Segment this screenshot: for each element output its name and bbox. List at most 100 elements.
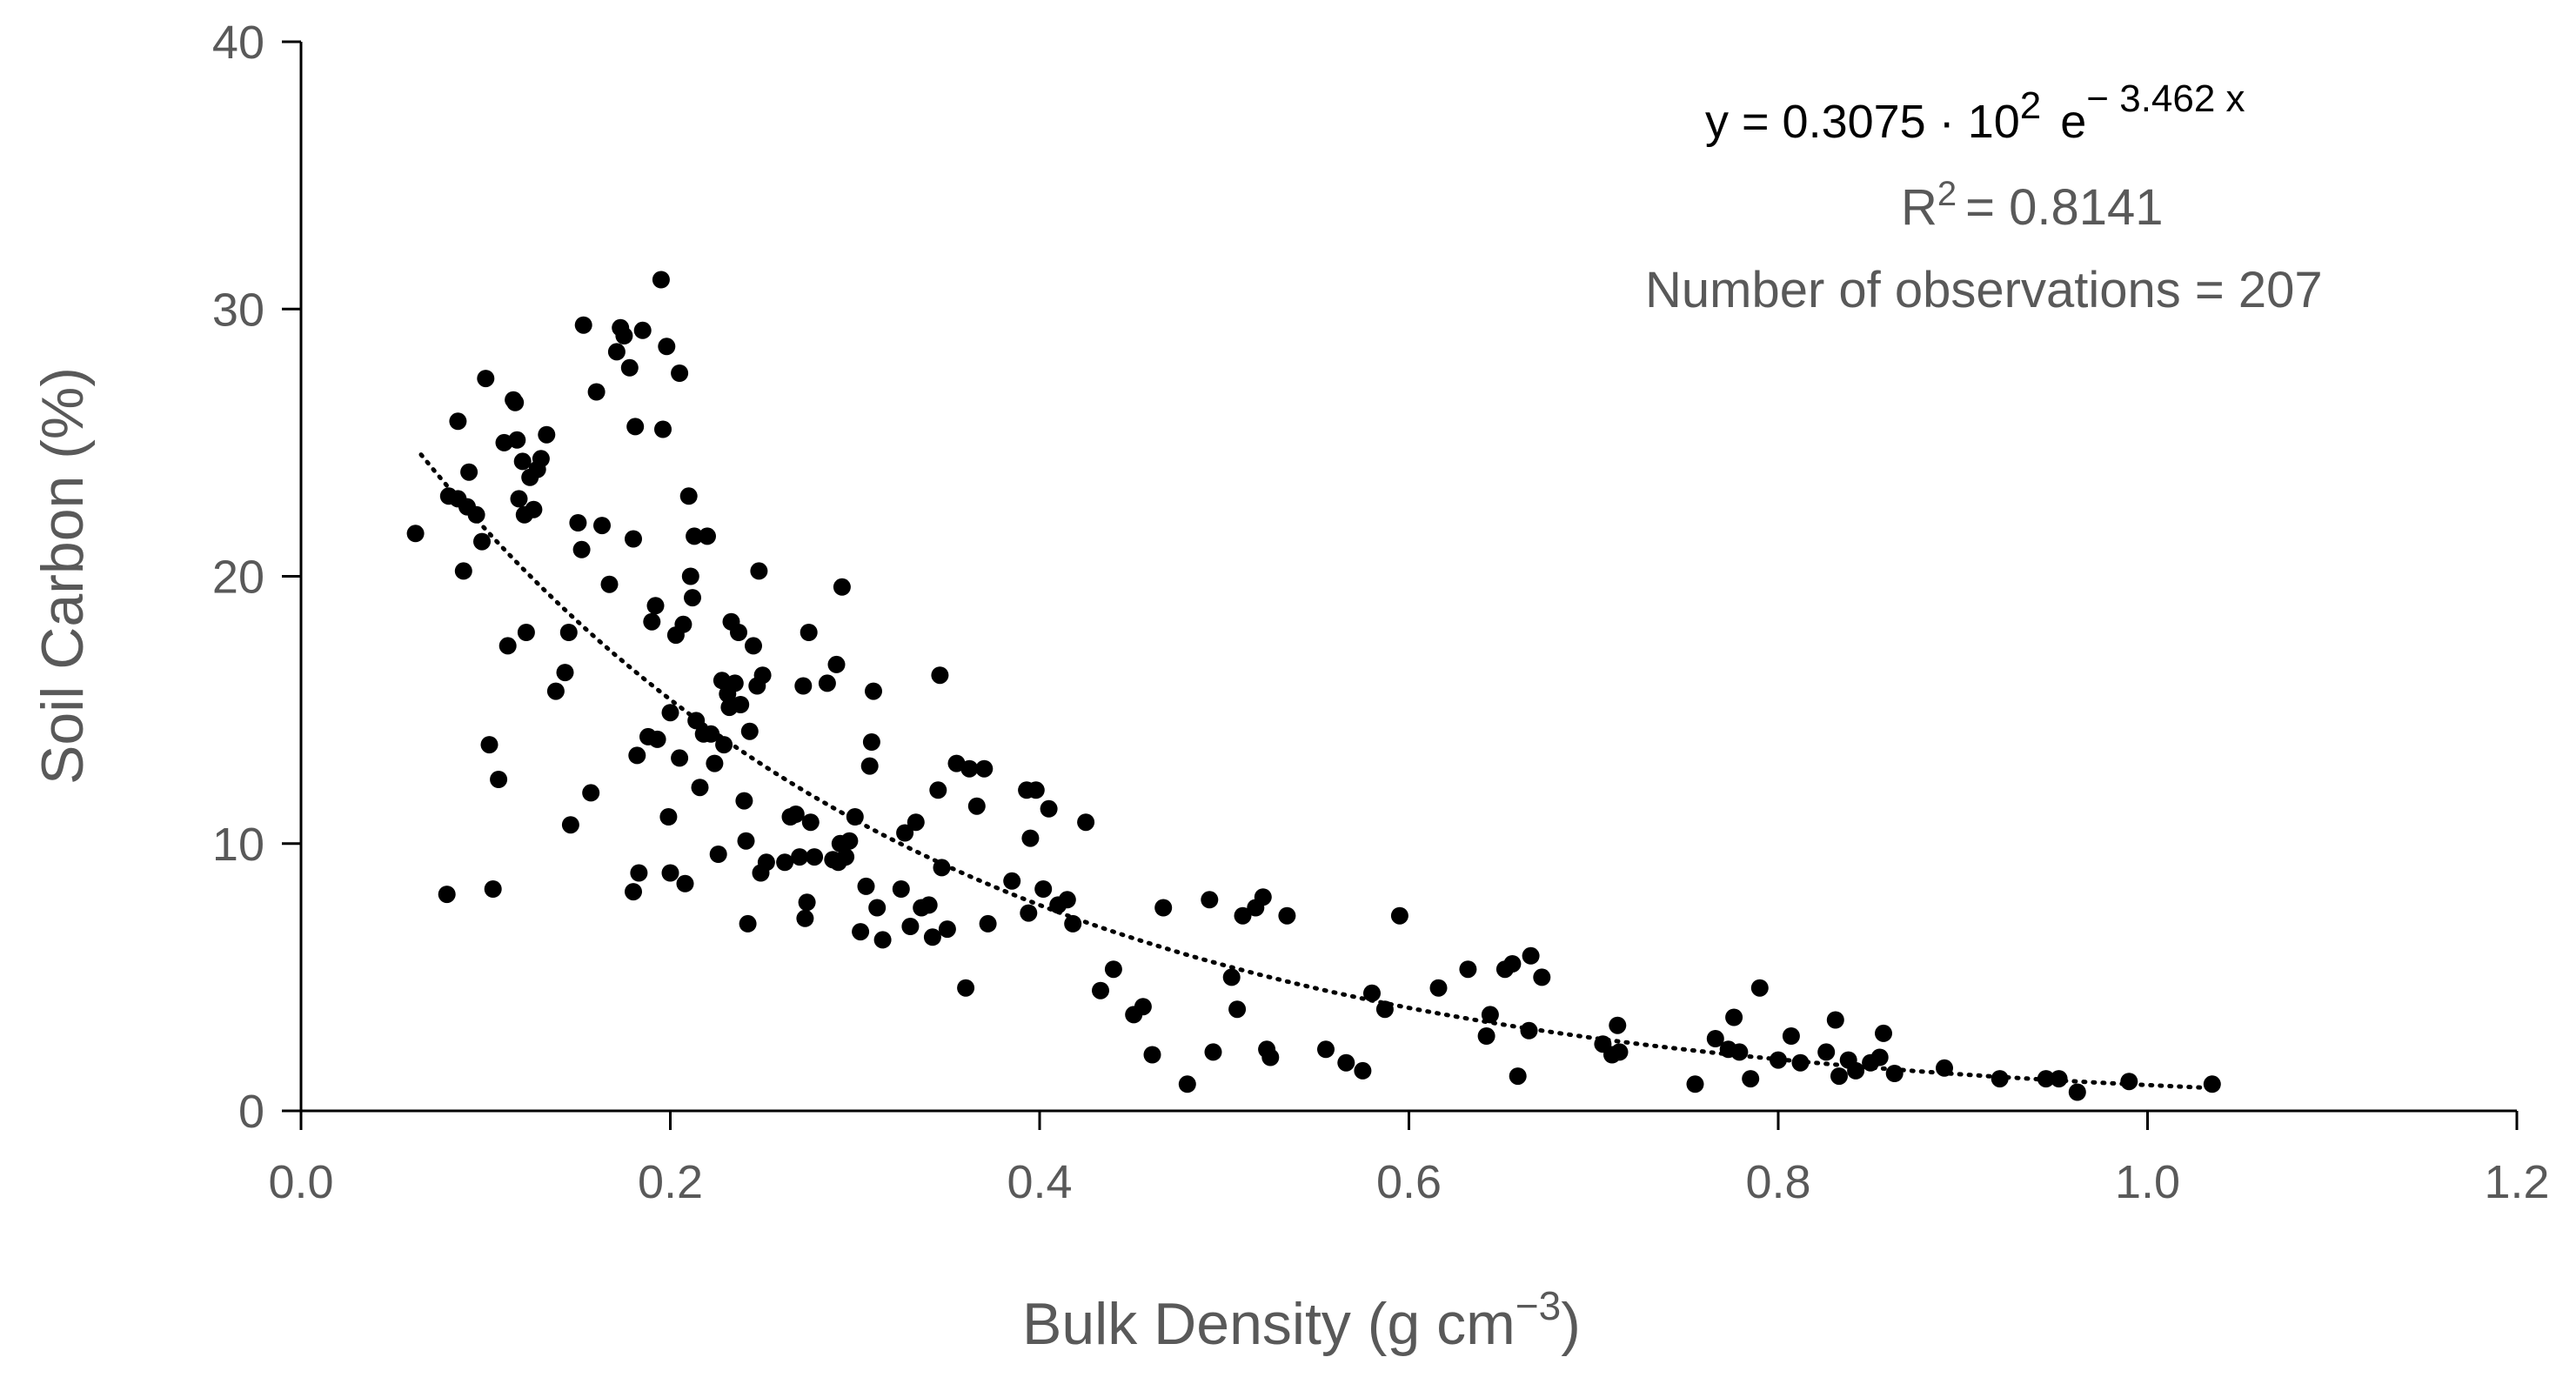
data-point [659, 808, 678, 826]
data-point [1791, 1053, 1810, 1072]
data-point [1533, 968, 1551, 986]
data-point [837, 848, 855, 866]
data-point [506, 393, 525, 411]
data-point [1390, 906, 1408, 925]
data-point [1134, 998, 1152, 1016]
data-point [1027, 781, 1045, 799]
data-point [798, 893, 816, 912]
data-point [574, 316, 592, 334]
data-point [901, 918, 920, 935]
axes [299, 42, 2517, 1113]
data-point [857, 877, 875, 895]
data-point [852, 923, 870, 941]
data-point [1477, 1027, 1495, 1045]
data-point [1077, 813, 1095, 832]
x-tick-label: 0.0 [268, 1156, 333, 1208]
data-point [546, 682, 565, 700]
data-point [460, 463, 478, 481]
x-axis-title-close: ) [1561, 1291, 1581, 1357]
data-point [2037, 1070, 2055, 1088]
data-point [796, 909, 814, 927]
data-point [929, 781, 947, 799]
data-point [1363, 984, 1381, 1002]
data-point [957, 979, 975, 997]
data-point [1706, 1030, 1724, 1047]
data-point [1278, 906, 1296, 925]
data-point [806, 848, 824, 866]
data-point [1104, 960, 1122, 979]
data-point [865, 682, 882, 700]
data-point [572, 540, 591, 558]
data-point [1228, 1000, 1247, 1019]
data-point [1610, 1043, 1629, 1061]
data-point [625, 530, 642, 548]
x-axis-title-exponent: −3 [1515, 1283, 1561, 1328]
data-point [1034, 880, 1053, 898]
data-point [484, 880, 502, 898]
data-point [406, 525, 425, 543]
data-point [2120, 1073, 2138, 1091]
data-point [587, 383, 606, 401]
data-point [1154, 899, 1173, 917]
data-point [920, 896, 938, 914]
data-point [582, 784, 600, 802]
data-point [625, 883, 642, 901]
data-point [702, 725, 720, 743]
x-tick-label: 0.2 [638, 1156, 703, 1208]
data-point [1317, 1040, 1335, 1059]
data-point [654, 420, 672, 438]
data-point [1609, 1016, 1627, 1034]
x-axis-title: Bulk Density (g cm−3) [1022, 1283, 1581, 1357]
equation-base: e [2060, 96, 2086, 148]
data-point [791, 848, 809, 866]
data-point [732, 696, 750, 713]
data-point [1020, 904, 1038, 922]
data-point [1481, 1006, 1499, 1024]
data-point [1870, 1048, 1889, 1066]
data-point [559, 624, 578, 641]
data-point [615, 327, 633, 344]
data-point [907, 813, 925, 832]
data-point [674, 615, 693, 633]
data-point [517, 624, 535, 641]
x-tick-label: 1.2 [2484, 1156, 2549, 1208]
data-point [687, 712, 706, 730]
data-point [684, 589, 701, 607]
data-point [600, 575, 619, 593]
data-point [860, 757, 879, 775]
data-point [1234, 906, 1252, 925]
y-tick-label: 0 [238, 1086, 264, 1138]
data-point [671, 749, 689, 767]
data-point [1261, 1048, 1280, 1066]
data-point [1522, 946, 1540, 965]
data-point [569, 514, 587, 532]
data-point [480, 736, 498, 754]
data-point [827, 655, 846, 673]
data-point [1730, 1043, 1749, 1061]
data-point [1770, 1051, 1787, 1069]
r-squared-power: 2 [1937, 175, 1957, 213]
data-point [538, 425, 556, 444]
data-point [801, 813, 820, 832]
data-point [646, 597, 665, 615]
y-axis-title: Soil Carbon (%) [30, 367, 96, 785]
data-point [671, 364, 689, 382]
data-point [490, 771, 508, 788]
data-point [1875, 1024, 1892, 1042]
data-point [1040, 799, 1058, 818]
data-point [1375, 1000, 1394, 1019]
data-point [750, 562, 768, 580]
data-point [892, 880, 910, 898]
data-point [737, 832, 755, 850]
data-point [1520, 1021, 1538, 1040]
data-point [1725, 1008, 1743, 1026]
data-point [753, 666, 772, 685]
data-point [786, 806, 805, 823]
data-point [2068, 1083, 2086, 1101]
x-tick-label: 0.4 [1007, 1156, 1072, 1208]
data-point [510, 490, 528, 508]
data-point [676, 874, 694, 893]
data-point [1003, 872, 1021, 890]
trendline [418, 452, 2215, 1091]
